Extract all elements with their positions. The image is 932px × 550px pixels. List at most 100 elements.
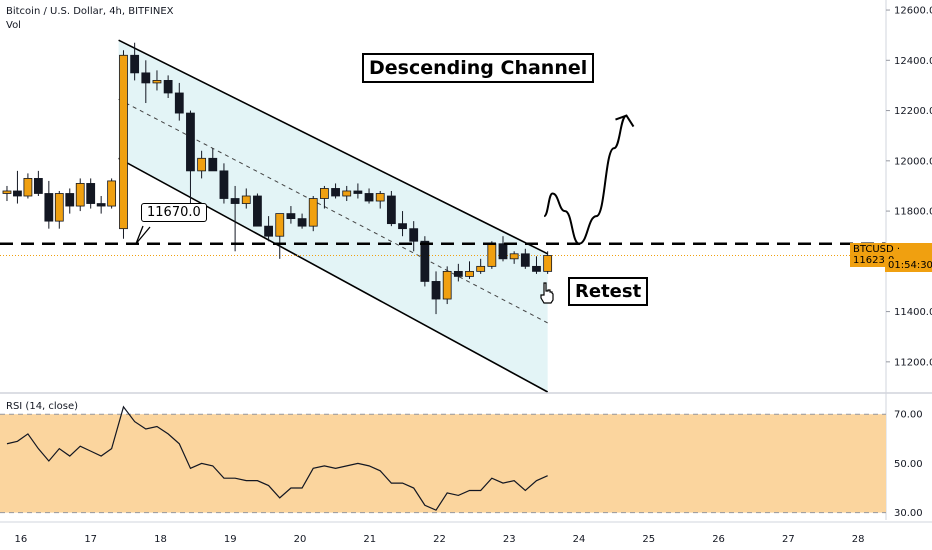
candle: [532, 256, 541, 274]
candle: [286, 206, 296, 224]
candle: [342, 185, 352, 202]
candle-body: [286, 213, 296, 220]
time-tick-label: 26: [712, 534, 725, 545]
candle-body: [375, 193, 385, 202]
candle: [386, 190, 396, 227]
candle-body: [398, 223, 407, 230]
time-tick-label: 25: [642, 534, 655, 545]
candle-body: [353, 190, 363, 194]
channel-fill: [118, 40, 548, 392]
candle: [398, 211, 407, 237]
candle-body: [364, 193, 374, 202]
candle-body: [241, 195, 251, 204]
candle: [241, 188, 251, 209]
descending-channel-label[interactable]: Descending Channel: [362, 53, 595, 83]
time-tick-label: 22: [433, 534, 446, 545]
candle: [54, 190, 64, 229]
hand-pointer-shape: [540, 282, 554, 304]
time-tick-label: 23: [503, 534, 516, 545]
candle-body: [230, 198, 240, 204]
candle-body: [2, 190, 12, 194]
candle-body: [253, 195, 262, 227]
candle-body: [409, 228, 419, 242]
candle: [65, 188, 75, 214]
rsi-tick-label: 50.00: [894, 459, 923, 470]
candle-body: [44, 193, 54, 222]
candle-body: [119, 54, 128, 230]
price-tick-label: 12400.0: [894, 56, 932, 67]
symbol-tag-price: 11623.0: [853, 255, 895, 266]
candle: [264, 216, 273, 242]
time-tick-label: 18: [154, 534, 167, 545]
price-tick-label: 12200.0: [894, 106, 932, 117]
candle-body: [342, 190, 352, 197]
candle: [186, 110, 195, 222]
rsi-line: [6, 405, 548, 511]
candle: [197, 150, 207, 179]
candle-body: [186, 112, 195, 172]
candle: [75, 178, 85, 212]
candle: [253, 193, 262, 227]
candle: [44, 180, 54, 229]
candle-body: [65, 193, 75, 207]
candle-body: [498, 243, 508, 260]
candle-body: [476, 265, 486, 272]
candle: [119, 50, 128, 239]
candle-body: [130, 54, 140, 74]
candle: [152, 70, 162, 91]
price-tick-label: 12000.0: [894, 156, 932, 167]
candle: [275, 213, 285, 259]
price-tick-label: 11800.0: [894, 207, 932, 218]
candle-body: [431, 281, 441, 300]
candle: [498, 236, 508, 262]
candle: [297, 213, 307, 229]
candle-body: [86, 183, 96, 204]
candle: [543, 251, 553, 274]
price-tick-label: 11400.0: [894, 307, 932, 318]
chart-header: Bitcoin / U.S. Dollar, 4h, BITFINEX Vol: [6, 5, 174, 33]
candle: [174, 82, 184, 121]
candle: [13, 170, 22, 204]
candle: [453, 263, 463, 282]
rsi-tick-label: 30.00: [894, 508, 923, 519]
candle: [23, 173, 33, 199]
time-tick-label: 27: [782, 534, 795, 545]
channel-upper-line: [118, 39, 549, 255]
candle-body: [453, 270, 463, 277]
candle-body: [543, 255, 553, 272]
price-tick-label: 12600.0: [894, 6, 932, 17]
candle-body: [275, 213, 285, 237]
retest-label[interactable]: Retest: [568, 277, 649, 306]
candle-body: [54, 193, 64, 222]
candle-body: [308, 198, 318, 227]
candle-body: [487, 243, 497, 267]
candle-body: [13, 190, 22, 197]
candle-body: [23, 178, 33, 197]
level-price-label[interactable]: 11670.0: [141, 203, 207, 222]
candle: [375, 190, 385, 209]
candle: [520, 248, 530, 269]
candle: [308, 196, 318, 232]
projection-arrowhead: [615, 114, 635, 128]
time-tick-label: 19: [224, 534, 237, 545]
candle-body: [442, 270, 452, 300]
candle-body: [420, 240, 430, 282]
candle: [509, 251, 519, 264]
candle-body: [386, 195, 396, 225]
level-label-pointer: [135, 225, 151, 245]
rsi-tick-label: 70.00: [894, 410, 923, 421]
candle: [442, 266, 452, 305]
time-tick-label: 21: [363, 534, 376, 545]
candle: [141, 60, 151, 104]
candle-body: [465, 270, 474, 277]
candle: [409, 221, 419, 252]
symbol-tag-name: BTCUSD: [853, 244, 894, 255]
volume-label: Vol: [6, 20, 21, 31]
candle: [320, 185, 329, 209]
candle: [219, 163, 229, 204]
candle-body: [33, 178, 43, 194]
candle-body: [107, 180, 117, 207]
candle: [476, 258, 486, 274]
projection-path: [543, 114, 628, 245]
